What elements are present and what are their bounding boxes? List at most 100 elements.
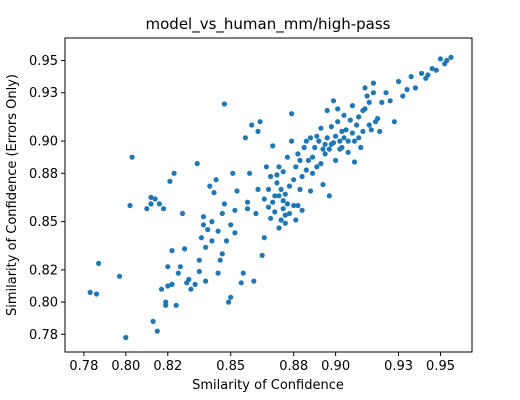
data-point (158, 286, 165, 292)
data-point (349, 103, 355, 109)
data-point (230, 170, 236, 176)
data-point (354, 122, 360, 128)
data-point (240, 270, 246, 276)
data-point (356, 135, 362, 141)
data-point (337, 138, 343, 144)
data-point (326, 146, 332, 152)
data-point (345, 149, 351, 155)
data-point (425, 72, 431, 78)
data-point (223, 238, 230, 244)
data-point (343, 127, 349, 133)
data-point (448, 54, 454, 60)
chart-title: model_vs_human_mm/high-pass (146, 15, 391, 34)
data-point (87, 289, 93, 295)
data-point (96, 260, 102, 266)
data-point (383, 90, 389, 96)
data-point (249, 122, 255, 128)
data-point (228, 222, 234, 228)
data-point (358, 144, 364, 151)
data-point (228, 294, 234, 300)
data-point (257, 119, 263, 125)
x-tick-label: 0.80 (111, 359, 140, 374)
data-point (182, 246, 188, 252)
data-point (221, 201, 227, 207)
data-point (339, 144, 345, 151)
points-layer (87, 54, 454, 341)
data-point (280, 206, 286, 212)
data-point (379, 99, 385, 105)
data-point (265, 204, 272, 210)
data-point (335, 119, 341, 125)
x-tick-label: 0.85 (216, 359, 245, 374)
data-point (127, 202, 133, 209)
data-point (335, 106, 341, 112)
data-point (203, 278, 209, 284)
data-point (310, 154, 316, 160)
data-point (261, 196, 267, 202)
data-point (299, 173, 305, 180)
data-point (314, 164, 320, 170)
data-point (345, 138, 351, 144)
data-point (341, 112, 347, 118)
data-point (286, 183, 293, 189)
data-point (351, 138, 358, 144)
data-point (377, 128, 383, 134)
data-point (347, 117, 353, 123)
data-point (362, 106, 368, 112)
data-point (291, 177, 297, 183)
data-point (284, 154, 290, 160)
data-point (322, 151, 328, 157)
data-point (324, 107, 330, 114)
data-point (203, 244, 209, 250)
y-tick-label: 0.78 (29, 328, 58, 343)
data-point (360, 128, 366, 134)
data-point (215, 228, 221, 234)
data-point (255, 128, 261, 134)
x-tick-label: 0.93 (384, 359, 413, 374)
data-point (163, 299, 169, 305)
data-point (232, 207, 238, 213)
data-point (333, 133, 339, 139)
data-point (366, 99, 372, 105)
y-axis-title: Similarity of Confidence (Errors Only) (5, 74, 20, 316)
data-point (396, 78, 402, 85)
data-point (165, 283, 171, 289)
data-point (268, 215, 274, 221)
data-point (370, 80, 376, 86)
data-point (167, 178, 173, 184)
data-point (213, 177, 219, 183)
data-point (247, 170, 253, 176)
data-point (312, 144, 318, 151)
data-point (200, 222, 207, 228)
data-point (351, 159, 358, 165)
data-point (324, 135, 330, 141)
data-point (429, 66, 435, 72)
data-point (293, 164, 299, 170)
data-point (175, 270, 181, 276)
data-point (408, 74, 414, 80)
data-point (152, 196, 158, 202)
data-point (150, 318, 156, 324)
data-point (366, 122, 372, 128)
data-point (196, 268, 202, 275)
data-point (234, 188, 240, 194)
data-point (356, 114, 362, 120)
data-point (282, 212, 288, 218)
data-point (437, 56, 444, 62)
data-point (286, 210, 293, 217)
x-axis-title: Smilarity of Confidence (192, 378, 344, 393)
data-point (404, 86, 410, 93)
x-tick-label: 0.95 (426, 359, 455, 374)
data-point (320, 181, 326, 188)
data-point (179, 210, 186, 217)
data-point (297, 157, 303, 163)
data-point (232, 230, 238, 236)
data-point (186, 276, 192, 283)
plot-frame (64, 37, 473, 353)
x-tick-label: 0.90 (321, 359, 350, 374)
data-point (278, 186, 284, 192)
data-point (368, 127, 374, 133)
data-point (412, 85, 418, 91)
data-point (156, 201, 162, 207)
